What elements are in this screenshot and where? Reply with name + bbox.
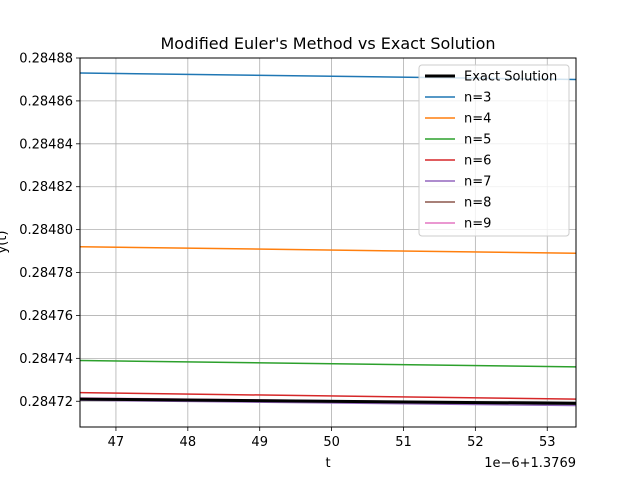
x-tick-label: 51 (395, 435, 412, 450)
legend-label: n=9 (464, 217, 491, 232)
legend-label: n=7 (464, 175, 491, 190)
x-tick-label: 48 (180, 435, 197, 450)
x-tick-label: 47 (108, 435, 125, 450)
chart-title: Modified Euler's Method vs Exact Solutio… (161, 34, 496, 53)
x-tick-label: 52 (467, 435, 484, 450)
legend-label: n=6 (464, 154, 491, 169)
series-lines (79, 72, 577, 407)
x-tick-label: 53 (539, 435, 556, 450)
plot-frame (79, 57, 577, 428)
y-tick-label: 0.28484 (19, 137, 73, 152)
legend: Exact Solution n=3 n=4 n=5 n=6 n=7 n=8 n=9 (418, 64, 570, 237)
x-tick-label: 49 (251, 435, 268, 450)
y-tick-label: 0.28486 (19, 94, 73, 109)
x-axis-ticks: 47 48 49 50 51 52 53 (108, 427, 556, 450)
legend-label: n=4 (464, 112, 491, 127)
x-axis-label: t (325, 456, 330, 471)
legend-box (418, 64, 570, 237)
series-line-n-6 (79, 391, 577, 400)
y-tick-label: 0.28480 (19, 223, 73, 238)
legend-label: n=8 (464, 196, 491, 211)
series-line-exact-solution (79, 397, 577, 405)
series-line-n-5 (79, 359, 577, 368)
x-axis-offset-text: 1e−6+1.3769 (484, 456, 576, 471)
y-tick-label: 0.28474 (19, 352, 73, 367)
legend-label: n=5 (464, 133, 491, 148)
y-tick-label: 0.28478 (19, 266, 73, 281)
y-tick-label: 0.28472 (19, 395, 73, 410)
legend-label: n=3 (464, 91, 491, 106)
y-axis-label: y(t) (0, 231, 10, 254)
y-axis-ticks: 0.28472 0.28474 0.28476 0.28478 0.28480 0.284… (19, 52, 80, 410)
y-tick-label: 0.28482 (19, 180, 73, 195)
y-tick-label: 0.28488 (19, 52, 73, 67)
series-line-n-4 (79, 246, 577, 254)
x-tick-label: 50 (323, 435, 340, 450)
y-tick-label: 0.28476 (19, 309, 73, 324)
legend-label: Exact Solution (464, 70, 557, 85)
